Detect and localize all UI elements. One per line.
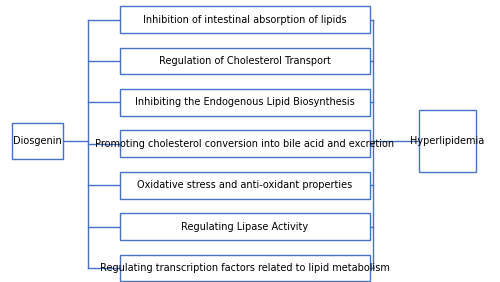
Text: Inhibiting the Endogenous Lipid Biosynthesis: Inhibiting the Endogenous Lipid Biosynth… <box>135 98 355 107</box>
FancyBboxPatch shape <box>120 130 370 157</box>
FancyBboxPatch shape <box>419 110 476 172</box>
FancyBboxPatch shape <box>120 6 370 33</box>
Text: Regulating transcription factors related to lipid metabolism: Regulating transcription factors related… <box>100 263 390 273</box>
FancyBboxPatch shape <box>12 123 62 159</box>
Text: Inhibition of intestinal absorption of lipids: Inhibition of intestinal absorption of l… <box>143 15 347 25</box>
Text: Oxidative stress and anti-oxidant properties: Oxidative stress and anti-oxidant proper… <box>138 180 352 190</box>
FancyBboxPatch shape <box>120 48 370 74</box>
Text: Promoting cholesterol conversion into bile acid and excretion: Promoting cholesterol conversion into bi… <box>96 139 395 149</box>
FancyBboxPatch shape <box>120 213 370 240</box>
Text: Regulating Lipase Activity: Regulating Lipase Activity <box>182 222 308 232</box>
FancyBboxPatch shape <box>120 89 370 116</box>
Text: Diosgenin: Diosgenin <box>13 136 62 146</box>
FancyBboxPatch shape <box>120 254 370 281</box>
FancyBboxPatch shape <box>120 172 370 199</box>
Text: Regulation of Cholesterol Transport: Regulation of Cholesterol Transport <box>159 56 331 66</box>
Text: Hyperlipidemia: Hyperlipidemia <box>410 136 484 146</box>
